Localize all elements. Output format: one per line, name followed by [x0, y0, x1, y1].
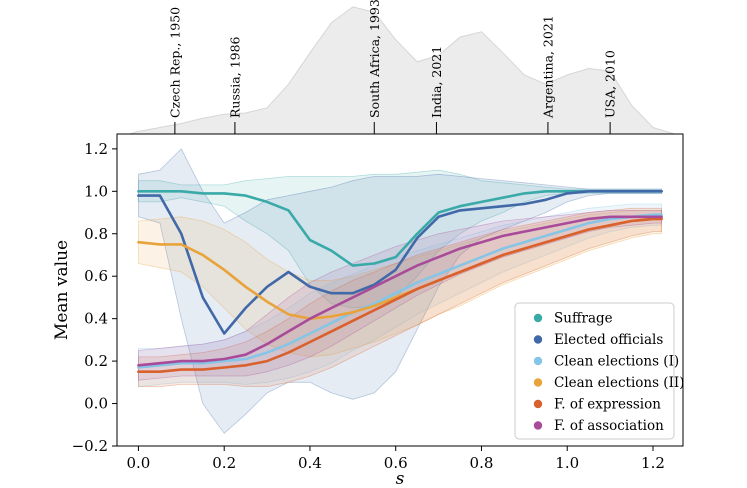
legend-marker — [533, 313, 543, 323]
legend-marker — [533, 399, 543, 409]
y-axis: −0.2 0.0 0.2 0.4 0.6 0.8 1.0 1.2 — [72, 140, 117, 455]
x-tick-label: 1.0 — [555, 454, 579, 472]
line-f-of-expression — [137, 217, 663, 373]
line-elected-officials — [137, 190, 663, 335]
y-axis-label: Mean value — [52, 240, 72, 340]
y-tick-label: 0.0 — [84, 395, 108, 413]
legend-marker — [533, 421, 543, 430]
line-f-of-association — [137, 215, 663, 367]
band-suffrage — [138, 169, 662, 309]
y-tick-label: 0.6 — [84, 267, 108, 285]
legend: Suffrage Elected officials Clean elections… — [514, 302, 685, 440]
density-area — [129, 6, 675, 135]
top-marker-label: Russia, 1986 — [227, 36, 242, 118]
x-axis: 0.0 0.2 0.4 0.6 0.8 1.0 1.2 — [127, 446, 665, 472]
top-marker-label: South Africa, 1993 — [367, 0, 382, 118]
top-axis: Czech Rep., 1950 Russia, 1986 South Africa… — [117, 0, 683, 135]
legend-label: F. of expression — [554, 397, 661, 413]
legend-box — [514, 302, 675, 440]
top-marker-label: India, 2021 — [429, 46, 444, 118]
y-tick-label: 0.4 — [84, 310, 108, 328]
legend-label: Clean elections (I) — [554, 354, 679, 370]
top-marker-label: USA, 2010 — [603, 50, 618, 118]
legend-marker — [533, 356, 543, 366]
y-tick-label: 1.2 — [84, 140, 108, 158]
x-tick-label: 0.2 — [212, 454, 236, 472]
density-layer — [129, 6, 675, 135]
x-axis-label: s — [396, 469, 405, 488]
legend-label: Elected officials — [554, 332, 663, 348]
legend-marker — [533, 335, 543, 344]
x-tick-label: 0.8 — [470, 454, 494, 472]
x-tick-label: 1.2 — [641, 454, 665, 472]
legend-label: Suffrage — [554, 311, 613, 327]
x-tick-label: 0.6 — [384, 454, 408, 472]
legend-label: F. of association — [554, 418, 664, 434]
y-tick-label: −0.2 — [72, 437, 108, 455]
line-clean-elections-i- — [137, 213, 663, 369]
top-marker-label: Argentina, 2021 — [540, 15, 555, 119]
legend-label: Clean elections (II) — [554, 375, 685, 391]
y-tick-label: 0.8 — [84, 225, 108, 243]
x-tick-label: 0.0 — [127, 454, 151, 472]
top-marker-label: Czech Rep., 1950 — [167, 7, 182, 118]
plot-frame — [116, 133, 684, 447]
legend-marker — [533, 378, 543, 387]
series-lines — [137, 190, 663, 373]
y-tick-label: 0.2 — [84, 352, 108, 370]
y-tick-label: 1.0 — [84, 182, 108, 200]
x-tick-label: 0.4 — [298, 454, 322, 472]
